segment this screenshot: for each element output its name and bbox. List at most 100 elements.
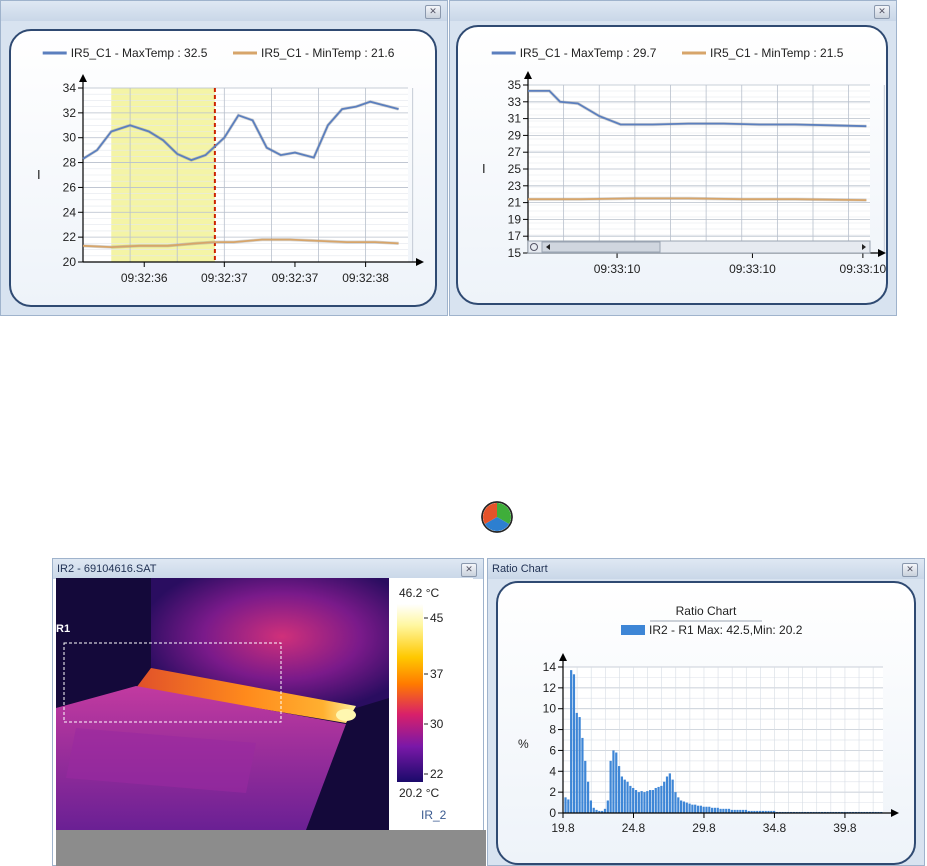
- y-tick-label: 24: [63, 205, 77, 219]
- histogram-bar: [629, 785, 632, 813]
- x-tick-label: 09:33:10: [594, 262, 641, 276]
- histogram-bar: [601, 810, 604, 813]
- histogram-bar: [595, 809, 598, 813]
- y-tick-label: 29: [508, 128, 522, 142]
- histogram-bar: [654, 787, 657, 813]
- x-tick-label: 34.8: [763, 821, 787, 835]
- histogram-bar: [742, 809, 745, 813]
- scrollbar-thumb: [541, 241, 661, 253]
- histogram-bar: [637, 792, 640, 813]
- histogram-bar: [694, 804, 697, 813]
- histogram-bar: [747, 810, 750, 813]
- close-icon[interactable]: ✕: [874, 5, 890, 19]
- histogram-bar: [716, 807, 719, 813]
- histogram-bar: [736, 809, 739, 813]
- y-tick-label: 26: [63, 180, 77, 194]
- chart-pane-right: ✕ IR5_C1 - MaxTemp : 29.7 IR5_C1 - MinTem…: [449, 0, 897, 316]
- scroll-right-icon: [862, 244, 866, 250]
- histogram-bar: [730, 809, 733, 813]
- x-tick-label: 09:32:37: [272, 271, 319, 285]
- legend-entry: IR5_C1 - MinTemp : 21.6: [261, 46, 395, 60]
- scroll-left-icon: [546, 244, 550, 250]
- chart-title: Ratio Chart: [676, 604, 737, 618]
- temperature-scale: 46.2 °C 45 37 30 22 20.2 °C IR_2: [389, 578, 473, 830]
- scale-min-label: 20.2 °C: [399, 786, 440, 800]
- histogram-bar: [643, 792, 646, 813]
- close-icon[interactable]: ✕: [902, 563, 918, 577]
- y-tick-label: 23: [508, 179, 522, 193]
- histogram-bar: [567, 799, 570, 813]
- histogram-bar: [680, 800, 683, 813]
- thermal-image-graphic: [56, 578, 389, 830]
- close-icon[interactable]: ✕: [461, 563, 477, 577]
- histogram-bar: [598, 810, 601, 813]
- histogram-bar: [677, 797, 680, 813]
- x-axis-arrow: [416, 258, 424, 266]
- y-tick-label: 20: [63, 255, 77, 269]
- histogram-bar: [609, 760, 612, 813]
- histogram-bar: [722, 808, 725, 813]
- histogram-bar: [756, 810, 759, 813]
- scrollbar-zoom-icon: [530, 243, 538, 251]
- histogram-bar: [668, 773, 671, 813]
- y-tick-label: 2: [549, 785, 556, 799]
- histogram-bar: [660, 785, 663, 813]
- maxmin-temp-chart-right: IR5_C1 - MaxTemp : 29.7 IR5_C1 - MinTemp …: [482, 46, 886, 276]
- histogram-bar: [761, 810, 764, 813]
- scale-tick-label: 30: [430, 717, 444, 731]
- y-axis-arrow: [559, 653, 567, 661]
- y-axis-label: I: [37, 167, 41, 182]
- x-axis-arrow: [878, 249, 886, 257]
- histogram-bar: [764, 810, 767, 813]
- series-line: [528, 90, 867, 128]
- chart-card: IR5_C1 - MaxTemp : 32.5 IR5_C1 - MinTemp …: [9, 29, 437, 307]
- close-icon[interactable]: ✕: [425, 5, 441, 19]
- legend-entry: IR5_C1 - MaxTemp : 32.5: [71, 46, 208, 60]
- scale-max-label: 46.2 °C: [399, 586, 440, 600]
- histogram-bar: [758, 810, 762, 813]
- histogram-bar: [606, 800, 609, 813]
- histogram-bar: [671, 779, 674, 813]
- y-tick-label: 35: [508, 78, 522, 92]
- pane-title: Ratio Chart: [488, 559, 924, 579]
- histogram-bar: [575, 712, 578, 813]
- y-axis-label: %: [518, 737, 529, 751]
- histogram-bar: [592, 807, 595, 813]
- histogram-bar: [713, 807, 717, 813]
- y-axis-arrow: [79, 74, 87, 82]
- histogram-bar: [699, 805, 702, 813]
- histogram-bar: [646, 791, 649, 813]
- thermal-image[interactable]: R1: [56, 578, 389, 830]
- chart-card: Ratio Chart IR2 - R1 Max: 42.5,Min: 20.2 0…: [496, 581, 916, 865]
- y-tick-label: 19: [508, 212, 522, 226]
- x-tick-label: 19.8: [551, 821, 575, 835]
- histogram-bar: [564, 797, 567, 813]
- histogram-bar: [688, 803, 691, 813]
- histogram-bar: [744, 809, 748, 813]
- y-tick-label: 33: [508, 95, 522, 109]
- y-tick-label: 14: [543, 660, 557, 674]
- thermal-pane-footer: [56, 830, 486, 866]
- x-tick-label: 09:32:38: [342, 271, 389, 285]
- color-wheel-icon[interactable]: [480, 500, 514, 534]
- histogram-bar: [702, 806, 705, 813]
- histogram-bar: [739, 809, 742, 813]
- pane-titlebar: [450, 1, 896, 21]
- histogram-bar: [696, 805, 700, 813]
- histogram-bar: [708, 806, 711, 813]
- histogram-bar: [685, 802, 688, 813]
- y-tick-label: 31: [508, 112, 522, 126]
- y-tick-label: 27: [508, 145, 522, 159]
- y-tick-label: 6: [549, 743, 556, 757]
- histogram-bar: [626, 781, 629, 813]
- x-tick-label: 09:32:36: [121, 271, 168, 285]
- histogram-bar: [674, 792, 677, 813]
- y-tick-label: 34: [63, 81, 77, 95]
- histogram-bar: [750, 810, 753, 813]
- histogram-bar: [640, 791, 643, 813]
- y-tick-label: 17: [508, 229, 522, 243]
- histogram-bar: [581, 737, 584, 813]
- y-tick-label: 28: [63, 156, 77, 170]
- histogram-bar: [691, 804, 694, 813]
- x-axis-arrow: [891, 809, 899, 817]
